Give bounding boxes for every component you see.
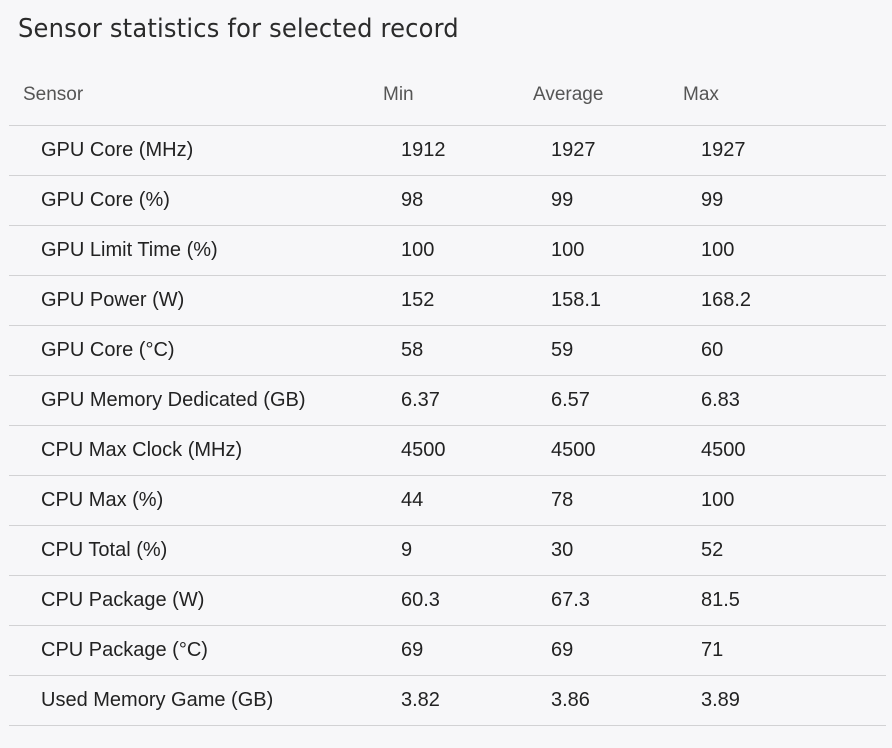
max-value: 3.89 xyxy=(701,689,740,711)
average-value: 78 xyxy=(551,489,574,511)
sensor-name: GPU Power (W) xyxy=(41,289,185,311)
table-row[interactable]: GPU Limit Time (%) 100 100 100 xyxy=(9,225,886,275)
table-row[interactable]: CPU Total (%) 9 30 52 xyxy=(9,525,886,575)
min-value: 152 xyxy=(401,289,435,311)
sensor-name: CPU Max Clock (MHz) xyxy=(41,439,243,461)
column-header-max[interactable]: Max xyxy=(683,84,719,105)
table-row[interactable]: CPU Package (°C) 69 69 71 xyxy=(9,625,886,675)
max-value: 52 xyxy=(701,539,724,561)
table-row[interactable]: GPU Core (MHz) 1912 1927 1927 xyxy=(9,125,886,175)
min-value: 100 xyxy=(401,239,435,261)
max-value: 100 xyxy=(701,489,735,511)
average-value: 67.3 xyxy=(551,589,590,611)
max-value: 60 xyxy=(701,339,724,361)
max-value: 4500 xyxy=(701,439,746,461)
min-value: 69 xyxy=(401,639,424,661)
table-row[interactable]: CPU Max Clock (MHz) 4500 4500 4500 xyxy=(9,425,886,475)
table-row[interactable]: GPU Core (%) 98 99 99 xyxy=(9,175,886,225)
max-value: 1927 xyxy=(701,139,746,161)
sensor-name: GPU Core (%) xyxy=(41,189,170,211)
average-value: 100 xyxy=(551,239,585,261)
min-value: 1912 xyxy=(401,139,446,161)
min-value: 98 xyxy=(401,189,424,211)
min-value: 9 xyxy=(401,539,413,561)
min-value: 44 xyxy=(401,489,424,511)
sensor-name: GPU Core (MHz) xyxy=(41,139,194,161)
table-row[interactable]: Used Memory Game (GB) 3.82 3.86 3.89 xyxy=(9,675,886,726)
column-header-min[interactable]: Min xyxy=(383,84,414,105)
sensor-name: GPU Memory Dedicated (GB) xyxy=(41,389,306,411)
max-value: 100 xyxy=(701,239,735,261)
sensor-name: GPU Limit Time (%) xyxy=(41,239,218,261)
table-row[interactable]: GPU Memory Dedicated (GB) 6.37 6.57 6.83 xyxy=(9,375,886,425)
average-value: 158.1 xyxy=(551,289,602,311)
average-value: 3.86 xyxy=(551,689,590,711)
table-body: GPU Core (MHz) 1912 1927 1927 GPU Core (%) 98… xyxy=(9,125,886,726)
sensor-name: CPU Total (%) xyxy=(41,539,168,561)
average-value: 4500 xyxy=(551,439,596,461)
min-value: 58 xyxy=(401,339,424,361)
min-value: 60.3 xyxy=(401,589,440,611)
average-value: 30 xyxy=(551,539,574,561)
page-title: Sensor statistics for selected record xyxy=(18,14,459,44)
min-value: 3.82 xyxy=(401,689,440,711)
table-header: Sensor Min Average Max xyxy=(9,84,886,124)
max-value: 71 xyxy=(701,639,724,661)
min-value: 4500 xyxy=(401,439,446,461)
average-value: 59 xyxy=(551,339,574,361)
sensor-name: CPU Max (%) xyxy=(41,489,164,511)
max-value: 6.83 xyxy=(701,389,740,411)
column-header-sensor[interactable]: Sensor xyxy=(23,84,84,105)
table-row[interactable]: CPU Package (W) 60.3 67.3 81.5 xyxy=(9,575,886,625)
sensor-name: GPU Core (°C) xyxy=(41,339,175,361)
average-value: 6.57 xyxy=(551,389,590,411)
column-header-average[interactable]: Average xyxy=(533,84,604,105)
max-value: 168.2 xyxy=(701,289,752,311)
sensor-name: CPU Package (W) xyxy=(41,589,205,611)
max-value: 81.5 xyxy=(701,589,740,611)
average-value: 99 xyxy=(551,189,574,211)
sensor-name: Used Memory Game (GB) xyxy=(41,689,274,711)
average-value: 1927 xyxy=(551,139,596,161)
min-value: 6.37 xyxy=(401,389,440,411)
table-row[interactable]: GPU Core (°C) 58 59 60 xyxy=(9,325,886,375)
table-row[interactable]: CPU Max (%) 44 78 100 xyxy=(9,475,886,525)
table-row[interactable]: GPU Power (W) 152 158.1 168.2 xyxy=(9,275,886,325)
average-value: 69 xyxy=(551,639,574,661)
max-value: 99 xyxy=(701,189,724,211)
sensor-name: CPU Package (°C) xyxy=(41,639,208,661)
